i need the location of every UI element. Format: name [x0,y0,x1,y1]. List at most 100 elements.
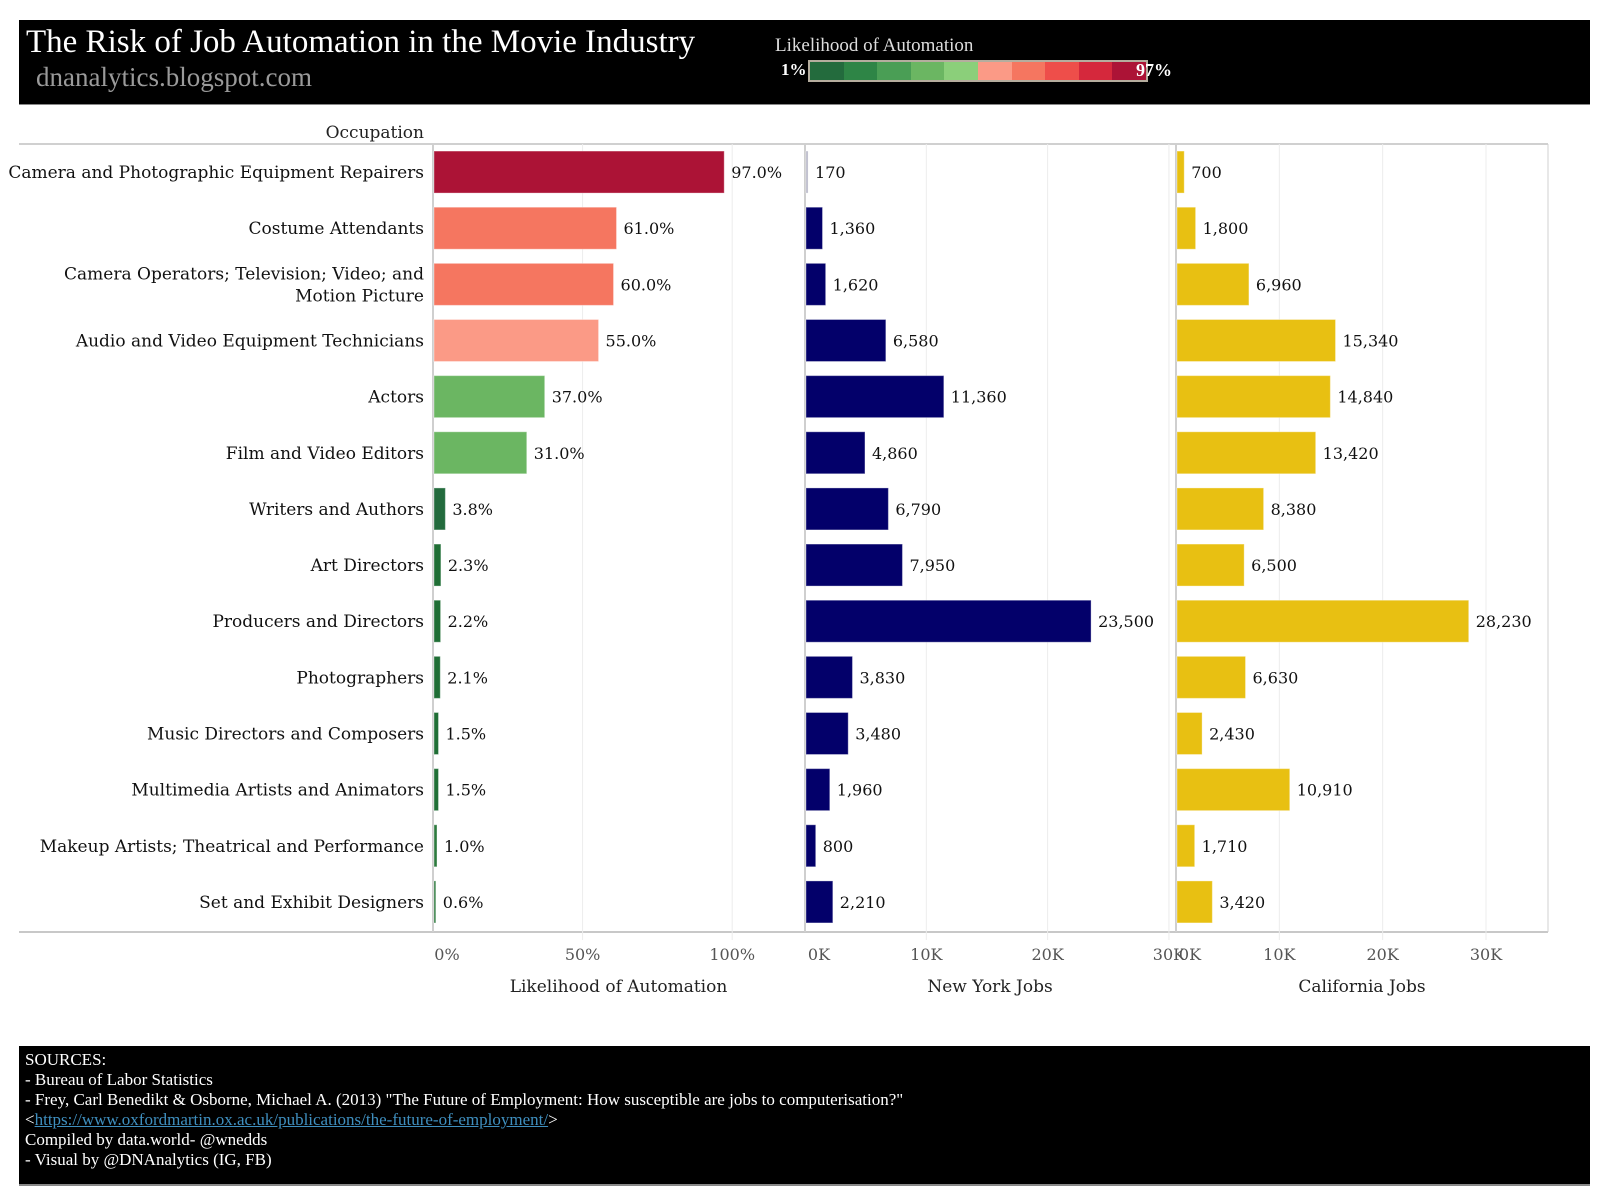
occupation-label: Producers and Directors [212,612,424,632]
bar [805,543,903,587]
legend-swatch-8 [1078,62,1113,80]
bar-value-label: 97.0% [731,163,782,182]
source-link[interactable]: https://www.oxfordmartin.ox.ac.uk/public… [34,1110,549,1129]
legend-swatch-6 [1011,62,1046,80]
bar [805,431,866,475]
occupation-label: Camera Operators; Television; Video; and [64,264,424,284]
bar [433,543,442,587]
bar [433,655,441,699]
color-legend-ramp [808,60,1148,82]
bar-value-label: 1,800 [1203,219,1249,238]
bar-value-label: 4,860 [872,444,918,463]
x-tick-label: 100% [709,945,755,964]
bar-value-label: 3.8% [452,500,493,519]
bar [805,599,1092,643]
bar [1176,319,1337,362]
source-compiled-by: Compiled by data.world- @wnedds [25,1130,268,1149]
bar-value-label: 37.0% [552,388,603,407]
bar-value-label: 60.0% [621,275,672,294]
x-axis-title: Likelihood of Automation [510,977,728,997]
x-tick-label: 30K [1153,945,1186,964]
bar-value-label: 1.5% [445,781,486,800]
bar [1176,824,1196,868]
x-tick-label: 10K [910,945,943,964]
bar [1176,712,1203,755]
bar-value-label: 700 [1191,163,1222,182]
bar [1176,262,1250,306]
bar [805,655,853,699]
bar-value-label: 2,210 [840,893,886,912]
bar [805,880,834,924]
chart-title: The Risk of Job Automation in the Movie … [26,24,696,60]
legend-swatch-7 [1045,62,1079,80]
bar [805,824,817,868]
bar [433,599,442,643]
occupation-label: Writers and Authors [249,500,424,520]
legend-swatch-3 [910,62,945,80]
bar-value-label: 1,710 [1202,837,1248,856]
chart-subtitle: dnanalytics.blogspot.com [36,62,312,92]
bar [805,150,809,194]
bar [1176,880,1213,924]
bar-value-label: 2.1% [447,668,488,687]
chart-area: Occupation Camera and Photographic Equipm… [8,123,1549,997]
source-frey-osborne: - Frey, Carl Benedikt & Osborne, Michael… [25,1090,904,1109]
bar [1176,150,1185,194]
bar-value-label: 6,630 [1253,668,1299,687]
bar-value-label: 2,430 [1209,725,1255,744]
bar-value-label: 1.5% [445,725,486,744]
bar-value-label: 8,380 [1271,500,1317,519]
bar-value-label: 15,340 [1343,332,1399,351]
bar [433,768,439,812]
bar-value-label: 1,620 [833,275,879,294]
bar-value-label: 7,950 [909,556,955,575]
bar [1176,487,1265,531]
x-tick-label: 0K [808,945,831,964]
bar-value-label: 800 [823,837,854,856]
bar [1176,543,1245,587]
x-axis-title: New York Jobs [927,977,1052,997]
bar-value-label: 3,830 [859,668,905,687]
bar [433,262,615,306]
source-bls: - Bureau of Labor Statistics [25,1070,213,1089]
sources-footer: SOURCES: - Bureau of Labor Statistics - … [19,1046,1590,1186]
bar-value-label: 6,790 [895,500,941,519]
bar-value-label: 1.0% [444,837,485,856]
occupation-label: Set and Exhibit Designers [199,893,424,913]
bar-value-label: 6,580 [893,332,939,351]
bar [1176,599,1470,643]
bar [433,880,437,924]
legend-swatch-1 [843,62,878,80]
occupation-label: Music Directors and Composers [147,725,424,745]
bar-value-label: 6,500 [1251,556,1297,575]
bar-value-label: 10,910 [1297,781,1353,800]
occupation-label: Camera and Photographic Equipment Repair… [8,163,424,183]
sources-heading: SOURCES: [25,1050,107,1069]
occupation-label: Multimedia Artists and Animators [131,781,424,801]
occupation-label: Actors [367,388,424,408]
bar-value-label: 1,360 [829,219,875,238]
bar [805,375,945,419]
bar [805,768,831,812]
x-tick-label: 0K [1179,945,1202,964]
link-prefix: < [25,1110,35,1129]
bar [433,319,600,362]
x-tick-label: 30K [1470,945,1503,964]
bar-value-label: 170 [815,163,846,182]
x-tick-label: 50% [565,945,601,964]
bar [433,206,618,250]
bar [433,712,439,755]
header-banner: The Risk of Job Automation in the Movie … [19,20,1590,105]
x-axis-title: California Jobs [1298,977,1425,997]
bar-value-label: 6,960 [1256,275,1302,294]
bar-value-label: 28,230 [1476,612,1532,631]
bar [805,206,823,250]
bar-value-label: 13,420 [1323,444,1379,463]
bar [433,431,528,475]
bar [1176,375,1331,419]
occupation-label: Photographers [296,668,424,688]
bar-value-label: 3,420 [1219,893,1265,912]
color-legend-max-label: 97% [1136,60,1172,80]
bar-value-label: 55.0% [606,332,657,351]
bar-value-label: 14,840 [1337,388,1393,407]
